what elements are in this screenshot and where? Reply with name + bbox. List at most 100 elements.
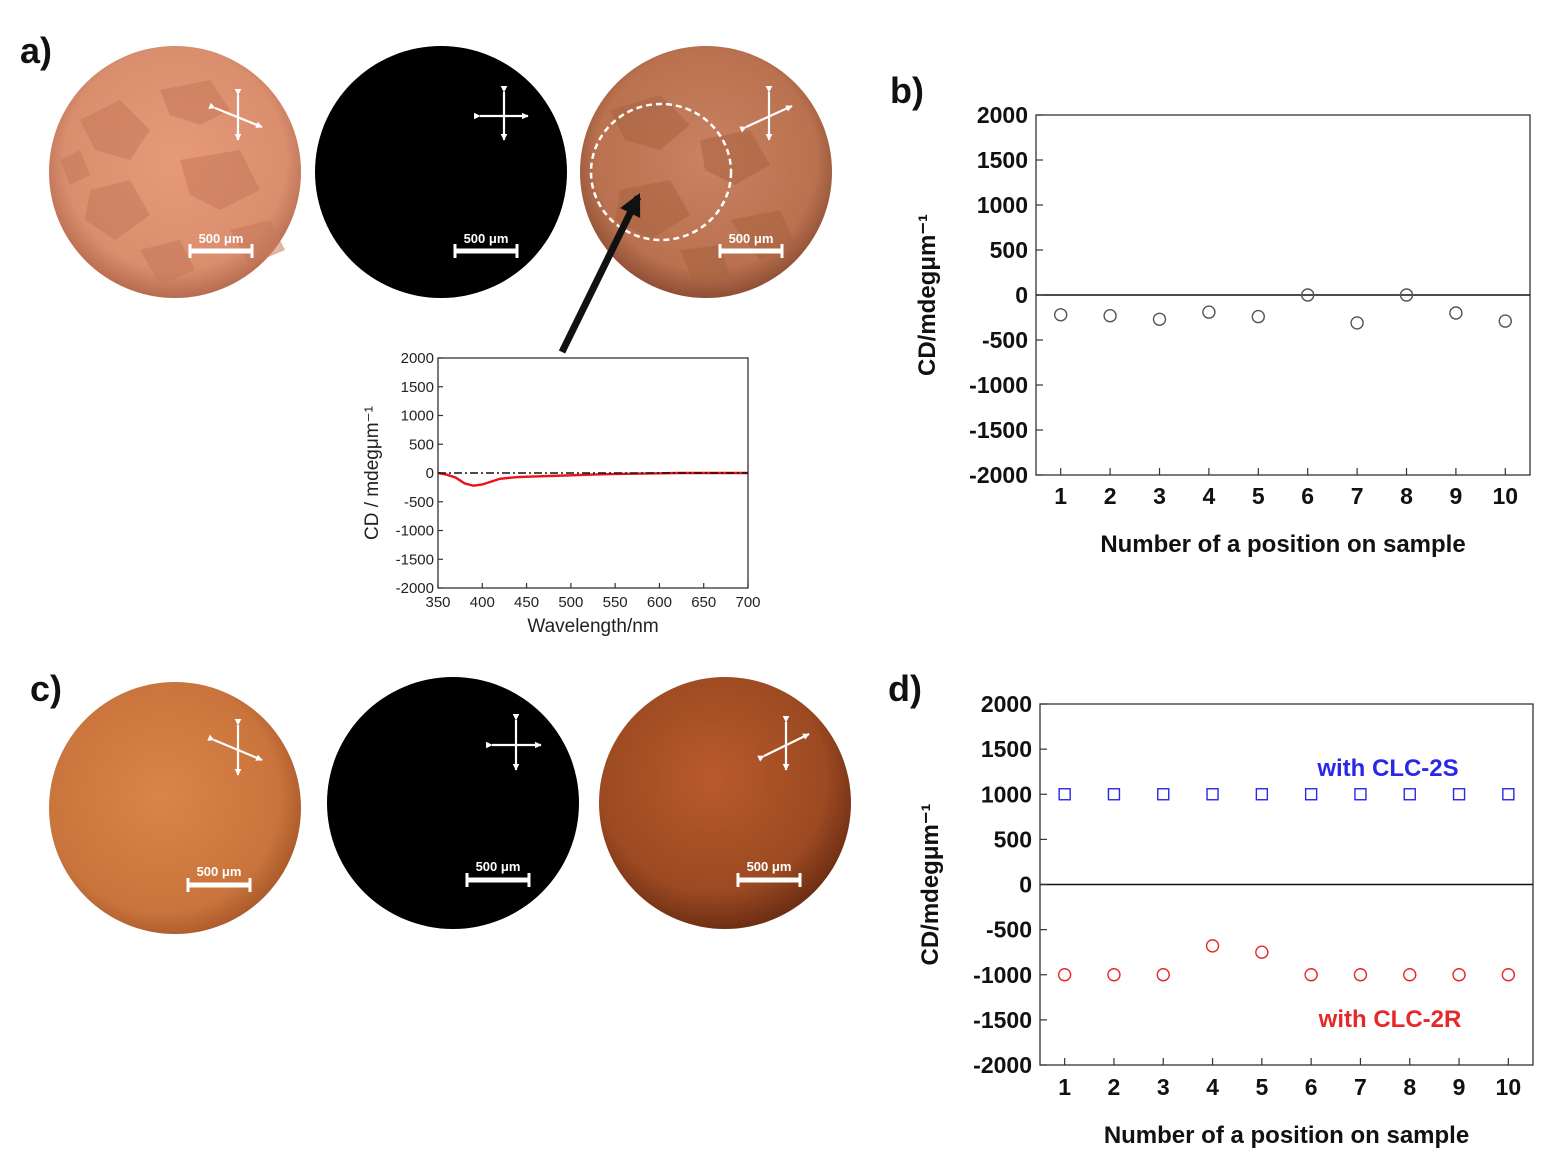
y-tick-label: -500 [986, 917, 1032, 943]
data-point-square [1354, 788, 1367, 801]
data-point-circle [1403, 968, 1417, 982]
micrograph-a1 [49, 46, 301, 298]
data-point-circle [1156, 968, 1170, 982]
x-tick-label: 5 [1255, 1074, 1268, 1100]
x-tick-label: 7 [1351, 483, 1364, 509]
y-tick-label: 2000 [981, 691, 1032, 717]
x-tick-label: 3 [1157, 1074, 1170, 1100]
micrograph-c2 [327, 677, 579, 929]
panel-label-a: a) [20, 30, 53, 71]
data-point-circle [1103, 309, 1117, 323]
panel-label-b: b) [890, 70, 924, 111]
svg-text:500 μm: 500 μm [729, 231, 774, 246]
polarizer-icon [486, 714, 542, 771]
polarizer-icon [739, 86, 793, 141]
scale-bar: 500 μm [186, 864, 252, 892]
y-tick-label: 0 [1019, 872, 1032, 898]
y-tick-label: 0 [426, 465, 434, 482]
x-axis-title: Number of a position on sample [1104, 1122, 1469, 1149]
inset-cd-spectrum-chart: -2000 -1500 -1000 -500 0 500 1000 1500 2000 350 40… [362, 350, 761, 637]
scale-bar: 500 μm [188, 231, 254, 258]
y-tick-label: 1000 [981, 781, 1032, 807]
pointer-arrow [558, 192, 642, 354]
micrograph-c1 [49, 682, 301, 934]
x-tick-label: 550 [603, 594, 628, 611]
chart-b: -2000 -1500 -1000 -500 0 500 1000 1500 2000 1 2 3 4 5… [914, 102, 1531, 558]
x-tick-label: 2 [1108, 1074, 1121, 1100]
data-point-circle [1399, 288, 1414, 302]
micrograph-a3 [580, 46, 832, 298]
y-tick-label: -500 [404, 494, 434, 511]
y-tick-label: 1500 [401, 379, 434, 396]
y-tick-label: 1000 [401, 408, 434, 425]
y-tick-label: 0 [1015, 282, 1028, 308]
svg-text:500 μm: 500 μm [747, 859, 792, 874]
y-tick-label: 1500 [981, 736, 1032, 762]
y-tick-label: -1500 [969, 417, 1028, 443]
x-tick-label: 8 [1400, 483, 1413, 509]
data-point-circle [1152, 312, 1167, 326]
data-point-square [1206, 788, 1219, 801]
data-point-circle [1498, 314, 1513, 328]
data-point-square [1255, 788, 1269, 801]
x-tick-label: 3 [1153, 483, 1166, 509]
data-point-circle [1449, 306, 1463, 320]
y-tick-label: 500 [990, 237, 1028, 263]
x-tick-label: 10 [1493, 483, 1519, 509]
y-tick-label: 2000 [977, 102, 1028, 128]
polarizer-icon [207, 719, 263, 776]
data-point-square [1502, 788, 1515, 801]
polarizer-icon [208, 89, 263, 141]
y-tick-label: 1500 [977, 147, 1028, 173]
data-point-circle [1251, 309, 1266, 324]
svg-text:500 μm: 500 μm [197, 864, 242, 879]
svg-text:500 μm: 500 μm [464, 231, 509, 246]
x-tick-label: 4 [1206, 1074, 1219, 1100]
x-tick-label: 6 [1305, 1074, 1318, 1100]
y-axis-title: CD/mdegμm⁻¹ [914, 214, 941, 376]
x-tick-label: 600 [647, 594, 672, 611]
panel-label-d: d) [888, 668, 922, 709]
micrograph-c3 [599, 677, 851, 929]
data-point-circle [1501, 968, 1516, 982]
x-tick-label: 6 [1301, 483, 1314, 509]
data-point-circle [1304, 968, 1318, 982]
data-point-circle [1300, 288, 1315, 302]
x-tick-label: 700 [735, 594, 760, 611]
polarizer-icon [757, 716, 810, 771]
data-point-square [1452, 788, 1466, 801]
data-point-square [1403, 788, 1416, 801]
y-tick-label: -2000 [973, 1052, 1032, 1078]
data-point-circle [1202, 305, 1216, 319]
x-tick-label: 4 [1203, 483, 1216, 509]
y-tick-label: -500 [982, 327, 1028, 353]
data-point-circle [1057, 968, 1072, 982]
data-point-circle [1452, 968, 1466, 982]
x-tick-label: 650 [691, 594, 716, 611]
x-tick-label: 9 [1450, 483, 1463, 509]
y-axis-title: CD / mdegμm⁻¹ [362, 406, 383, 540]
x-axis-title: Wavelength/nm [527, 616, 658, 637]
y-tick-label: 500 [994, 826, 1032, 852]
scale-bar: 500 μm [453, 231, 519, 258]
data-point-circle [1255, 945, 1269, 959]
data-point-circle [1350, 316, 1364, 330]
x-tick-label: 1 [1054, 483, 1067, 509]
polarizer-icon [474, 86, 529, 141]
x-tick-label: 400 [470, 594, 495, 611]
x-tick-label: 450 [514, 594, 539, 611]
panel-label-c: c) [30, 668, 63, 709]
data-point-square [1058, 788, 1071, 801]
y-tick-label: -1000 [969, 372, 1028, 398]
x-tick-label: 350 [425, 594, 450, 611]
y-tick-label: -1500 [973, 1007, 1032, 1033]
data-point-circle [1053, 308, 1068, 322]
svg-text:500 μm: 500 μm [199, 231, 244, 246]
x-tick-label: 8 [1403, 1074, 1416, 1100]
data-point-square [1304, 788, 1318, 801]
y-tick-label: -2000 [396, 580, 434, 597]
y-tick-label: -1000 [973, 962, 1032, 988]
x-tick-label: 9 [1453, 1074, 1466, 1100]
scale-bar: 500 μm [465, 859, 531, 887]
